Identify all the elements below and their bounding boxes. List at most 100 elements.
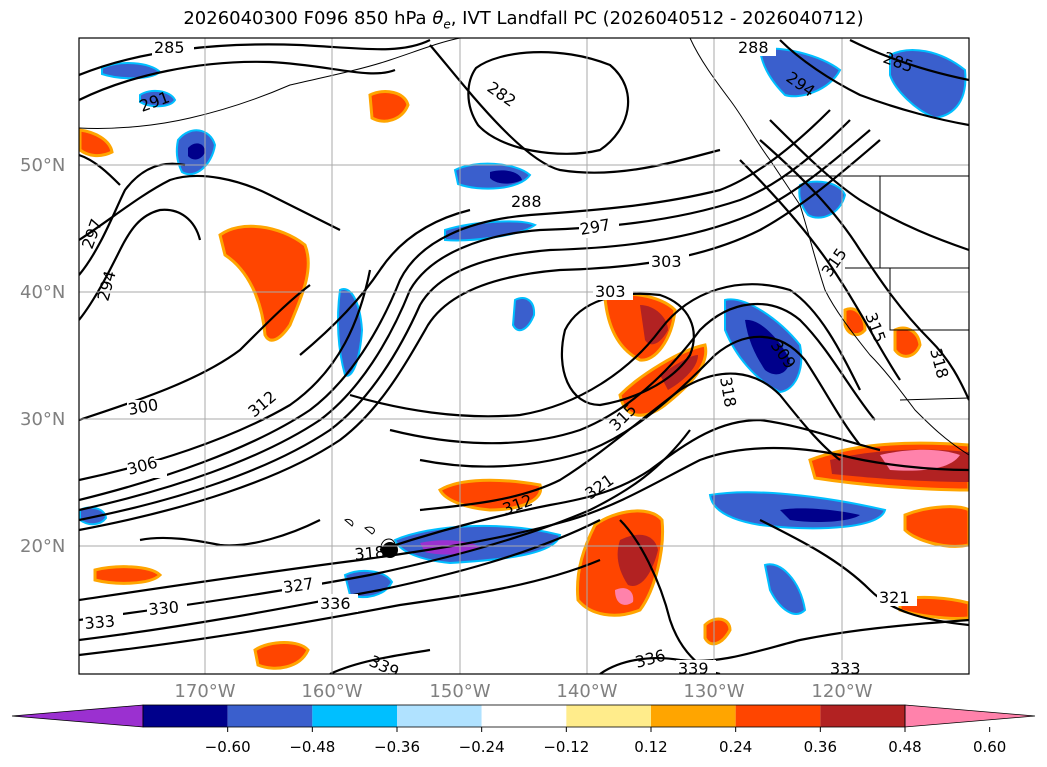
shade-negative-strong <box>490 170 522 184</box>
contour-line <box>849 39 969 82</box>
colorbar-extend-min <box>11 704 144 728</box>
contour-line <box>779 39 969 127</box>
contour-line <box>79 174 341 241</box>
lat-label: 30°N <box>20 409 65 430</box>
shade-positive <box>253 641 310 670</box>
panhandle-coast <box>689 38 801 206</box>
contour-line <box>79 60 396 101</box>
colorbar-tick-label: −0.12 <box>543 738 589 756</box>
contour-line <box>79 119 851 512</box>
contour-line <box>419 335 861 468</box>
colorbar-tick-label: 0.24 <box>719 738 752 756</box>
shade-positive <box>893 326 922 358</box>
mexico-border <box>899 397 969 401</box>
lon-label: 140°W <box>556 681 617 702</box>
colorbar-tick-label: −0.48 <box>289 738 335 756</box>
contour-line <box>79 446 969 602</box>
colorbar-swatch <box>143 705 228 727</box>
lat-label: 50°N <box>20 155 65 176</box>
longitude-labels: 170°W 160°W 150°W 140°W 130°W 120°W <box>174 681 872 702</box>
shade-negative <box>511 297 536 332</box>
colorbar-tick-label: 0.36 <box>804 738 837 756</box>
contour-line <box>467 51 630 155</box>
contour-label: 318 <box>354 542 386 564</box>
contour-label: 321 <box>879 588 910 607</box>
colorbar-swatch <box>820 705 905 727</box>
shade-positive-strong <box>640 305 668 345</box>
colorbar-swatch <box>227 705 313 727</box>
map-frame <box>78 37 970 675</box>
title-rest: , IVT Landfall PC (2026040512 - 20260407… <box>450 8 864 29</box>
map-panel: 285 288 294 285 282 291 288 297 297 294 … <box>78 37 970 678</box>
shade-positive-strongest <box>615 588 634 605</box>
contour-label: 333 <box>830 659 861 678</box>
contour-line <box>79 139 881 532</box>
contour-line <box>759 139 969 401</box>
shade-positive <box>703 617 732 646</box>
contour-line <box>329 648 431 674</box>
contour-line <box>739 159 901 381</box>
colorbar-swatch <box>651 705 736 727</box>
contour-label: 303 <box>651 252 682 271</box>
contour-label: 303 <box>595 282 626 301</box>
lat-label: 20°N <box>20 536 65 557</box>
lon-label: 150°W <box>429 681 490 702</box>
shade-positive <box>843 307 867 337</box>
colorbar-tick-label: −0.24 <box>459 738 505 756</box>
shade-positive-strong <box>617 534 658 586</box>
contour-label: 327 <box>282 574 315 597</box>
contour-label: 330 <box>148 597 180 619</box>
contour-line <box>299 208 471 356</box>
contour-line <box>79 109 831 502</box>
contour-label: 333 <box>84 611 116 633</box>
gridlines <box>79 38 969 674</box>
colorbar-tick-label: 0.12 <box>634 738 667 756</box>
lon-label: 170°W <box>174 681 235 702</box>
contour-line <box>79 39 431 77</box>
shade-positive <box>603 292 677 362</box>
shade-positive-strong <box>660 355 698 390</box>
shade-positive <box>218 224 310 342</box>
contour-line <box>419 372 841 512</box>
lon-label: 120°W <box>811 681 872 702</box>
title-theta-subscript: e <box>443 17 451 32</box>
contour-line <box>79 558 601 657</box>
colorbar-tick-label: −0.36 <box>374 738 420 756</box>
colorbar-swatch <box>566 705 651 727</box>
contour-line <box>769 119 969 252</box>
contour-line <box>379 418 881 552</box>
shade-negative-strong <box>188 143 205 160</box>
contour-line <box>79 519 601 642</box>
title-main: 2026040300 F096 850 hPa <box>183 8 433 29</box>
shade-positive <box>903 505 969 548</box>
lon-label: 160°W <box>301 681 362 702</box>
colorbar-tick-label: 0.48 <box>888 738 921 756</box>
contour-line <box>759 519 969 627</box>
map-title: 2026040300 F096 850 hPa θe, IVT Landfall… <box>0 8 1047 32</box>
contour-line <box>429 44 721 174</box>
colorbar-tick-label: −0.60 <box>205 738 251 756</box>
contour-label: 285 <box>154 38 185 57</box>
shade-negative <box>889 49 967 120</box>
contour-line <box>389 302 876 445</box>
colorbar-swatch <box>481 705 567 727</box>
contour-line <box>79 208 202 321</box>
lon-label: 130°W <box>683 681 744 702</box>
state-border <box>889 268 969 331</box>
contour-line <box>349 283 861 418</box>
contour-label: 288 <box>511 192 542 211</box>
shade-negative-strong <box>780 508 860 523</box>
colorbar-tick-label: 0.60 <box>973 738 1006 756</box>
colorbar-frame <box>142 704 906 728</box>
contour-label: 288 <box>738 38 769 57</box>
shade-negative <box>139 89 177 108</box>
colorbar-swatch <box>397 705 482 727</box>
colorbar-swatch <box>735 705 821 727</box>
shade-positive <box>79 128 114 158</box>
shade-positive <box>93 565 163 585</box>
lat-label: 40°N <box>20 282 65 303</box>
latitude-labels: 50°N 40°N 30°N 20°N <box>20 155 65 557</box>
contour-line <box>139 519 321 547</box>
contour-line <box>79 429 691 622</box>
